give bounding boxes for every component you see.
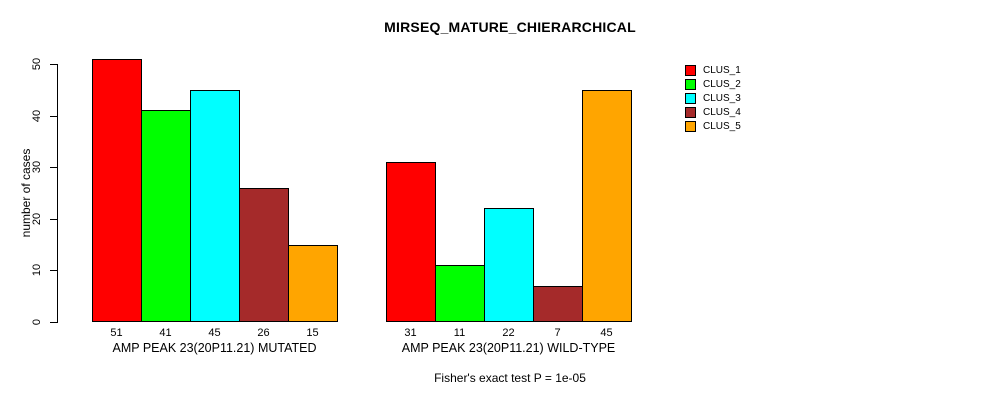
- bar-value-label: 22: [502, 327, 515, 339]
- bar-value-label: 26: [257, 327, 270, 339]
- legend-item-clus_2: CLUS_2: [685, 77, 741, 91]
- bar-clus_4-group2: [533, 286, 583, 322]
- legend-label: CLUS_2: [703, 78, 741, 90]
- bar-clus_2-group1: [141, 110, 191, 322]
- legend-item-clus_3: CLUS_3: [685, 91, 741, 105]
- legend-swatch-clus_4: [685, 106, 696, 118]
- y-tick-label: 10: [31, 264, 43, 277]
- y-tick-label: 0: [31, 318, 43, 326]
- bar-clus_3-group1: [190, 90, 240, 322]
- legend-swatch-clus_2: [685, 78, 696, 90]
- bar-clus_5-group1: [288, 245, 338, 322]
- y-tick-mark: [50, 115, 57, 117]
- y-tick-mark: [50, 218, 57, 220]
- legend-swatch-clus_3: [685, 92, 696, 104]
- bar-value-label: 7: [554, 327, 561, 339]
- group-axis-label: AMP PEAK 23(20P11.21) MUTATED: [112, 341, 317, 355]
- legend-item-clus_4: CLUS_4: [685, 105, 741, 119]
- y-tick-mark: [50, 322, 57, 323]
- bar-clus_4-group1: [239, 188, 289, 322]
- legend-label: CLUS_3: [703, 92, 741, 104]
- legend: CLUS_1 CLUS_2 CLUS_3 CLUS_4 CLUS_5: [685, 63, 741, 133]
- chart-title: MIRSEQ_MATURE_CHIERARCHICAL: [384, 19, 636, 35]
- caption-fisher-test: Fisher's exact test P = 1e-05: [434, 371, 586, 385]
- legend-item-clus_5: CLUS_5: [685, 119, 741, 133]
- bar-value-label: 15: [306, 327, 319, 339]
- y-tick-mark: [50, 167, 57, 169]
- legend-label: CLUS_4: [703, 106, 741, 118]
- legend-item-clus_1: CLUS_1: [685, 63, 741, 77]
- y-axis-line: [57, 64, 58, 323]
- bar-value-label: 41: [159, 327, 172, 339]
- bar-clus_2-group2: [435, 265, 485, 322]
- bar-clus_1-group2: [386, 162, 436, 322]
- y-tick-mark: [50, 270, 57, 272]
- legend-label: CLUS_1: [703, 64, 741, 76]
- bar-value-label: 45: [208, 327, 221, 339]
- bar-value-label: 45: [600, 327, 613, 339]
- bar-value-label: 31: [404, 327, 417, 339]
- y-tick-label: 30: [31, 161, 43, 174]
- y-tick-label: 40: [31, 109, 43, 122]
- y-tick-mark: [50, 64, 57, 65]
- legend-label: CLUS_5: [703, 120, 741, 132]
- bar-clus_3-group2: [484, 208, 534, 322]
- legend-swatch-clus_5: [685, 120, 696, 132]
- bar-clus_5-group2: [582, 90, 632, 322]
- legend-swatch-clus_1: [685, 64, 696, 76]
- y-tick-label: 20: [31, 212, 43, 225]
- bar-value-label: 11: [453, 327, 466, 339]
- y-tick-label: 50: [31, 57, 43, 71]
- bar-clus_1-group1: [92, 59, 142, 322]
- group-axis-label: AMP PEAK 23(20P11.21) WILD-TYPE: [401, 341, 616, 355]
- bar-value-label: 51: [110, 327, 123, 339]
